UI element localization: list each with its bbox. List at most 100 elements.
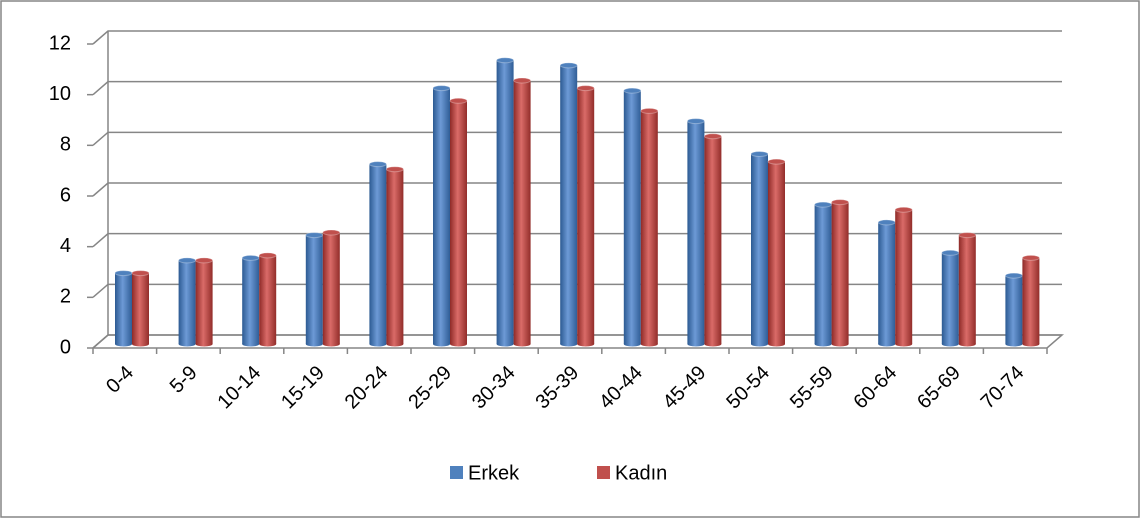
y-tick-label: 10 (49, 83, 71, 105)
bar-base (878, 341, 896, 347)
bar (1022, 257, 1040, 344)
bar (178, 260, 196, 344)
grid-line (92, 80, 1062, 96)
bar (195, 260, 213, 344)
bar-base (814, 341, 832, 347)
bar-base (369, 341, 387, 347)
bar-base (941, 341, 959, 347)
legend-swatch (597, 466, 610, 479)
bar-base (178, 341, 196, 347)
bar-base (831, 341, 849, 347)
bar-base (195, 341, 213, 347)
bar (132, 273, 149, 344)
bar-cap (814, 201, 833, 208)
bar (878, 222, 896, 344)
bar (513, 80, 531, 345)
bar-cap (686, 118, 705, 125)
bar-cap (241, 254, 260, 261)
bar-cap (640, 107, 659, 114)
bar (1005, 275, 1023, 344)
grid-line (92, 30, 1062, 45)
bar-base (1022, 341, 1040, 347)
bar-cap (1004, 272, 1023, 279)
bar (115, 273, 132, 344)
bar-base (496, 341, 514, 347)
bar-cap (195, 257, 214, 264)
bar-base (450, 341, 467, 347)
bar-base (640, 341, 658, 347)
bar-cap (258, 252, 277, 259)
bar-cap (750, 151, 769, 157)
bar (369, 164, 387, 344)
bar-base (305, 341, 323, 347)
bar-cap (305, 232, 324, 239)
bar (831, 202, 849, 344)
bar-base (386, 341, 404, 347)
bar-cap (114, 270, 133, 277)
bar-cap (432, 85, 451, 92)
bar (433, 88, 450, 344)
bar-cap (831, 199, 850, 206)
bar-base (433, 341, 450, 347)
y-tick-label: 12 (49, 32, 71, 54)
y-tick-label: 0 (60, 336, 71, 358)
bar (623, 90, 641, 345)
bar (322, 232, 340, 344)
bar-base (768, 341, 785, 347)
bar-base (242, 341, 260, 347)
bar-cap (894, 206, 913, 213)
grid-line (92, 283, 1062, 298)
bar-cap (623, 87, 642, 94)
bar-cap (941, 249, 960, 256)
bar (450, 100, 467, 344)
bar-cap (178, 257, 197, 264)
bar-base (687, 341, 705, 347)
legend-swatch (450, 466, 463, 479)
bar (560, 65, 578, 344)
y-tick-label: 6 (60, 184, 71, 206)
bar-cap (877, 219, 896, 226)
bar-cap (513, 77, 532, 84)
bar-cap (559, 62, 578, 69)
grid-line (92, 131, 1062, 146)
bar (305, 235, 323, 344)
bar (687, 121, 705, 344)
bar-cap (322, 229, 341, 236)
bar (704, 136, 722, 344)
bar-cap (767, 158, 786, 165)
bar-base (115, 341, 132, 347)
bar-cap (576, 85, 595, 92)
bar-cap (449, 97, 468, 104)
y-tick-label: 8 (60, 134, 71, 156)
bar-base (259, 341, 277, 347)
bar (577, 88, 595, 344)
bar (814, 204, 832, 344)
bar (496, 60, 514, 345)
bar (640, 110, 658, 344)
legend-label: Kadın (615, 462, 667, 484)
bar-cap (958, 232, 977, 239)
bar-cap (368, 161, 387, 168)
bar (242, 257, 260, 344)
grid-line (92, 232, 1062, 248)
bar (958, 235, 976, 344)
bar-base (560, 341, 578, 347)
bar-base (704, 341, 722, 347)
bar-base (958, 341, 976, 347)
bar-base (322, 341, 340, 347)
bar-base (513, 341, 531, 347)
bar-cap (496, 57, 515, 64)
grid-line (92, 182, 1062, 197)
bar (768, 161, 785, 344)
y-tick-label: 2 (60, 286, 71, 308)
bar-base (577, 341, 595, 347)
bar-cap (703, 133, 722, 140)
bar-cap (131, 270, 150, 277)
bar-base (751, 341, 768, 347)
bar (259, 255, 277, 344)
bar-base (895, 341, 913, 347)
bar (941, 252, 959, 344)
bar (895, 209, 913, 344)
bar-base (623, 341, 641, 347)
